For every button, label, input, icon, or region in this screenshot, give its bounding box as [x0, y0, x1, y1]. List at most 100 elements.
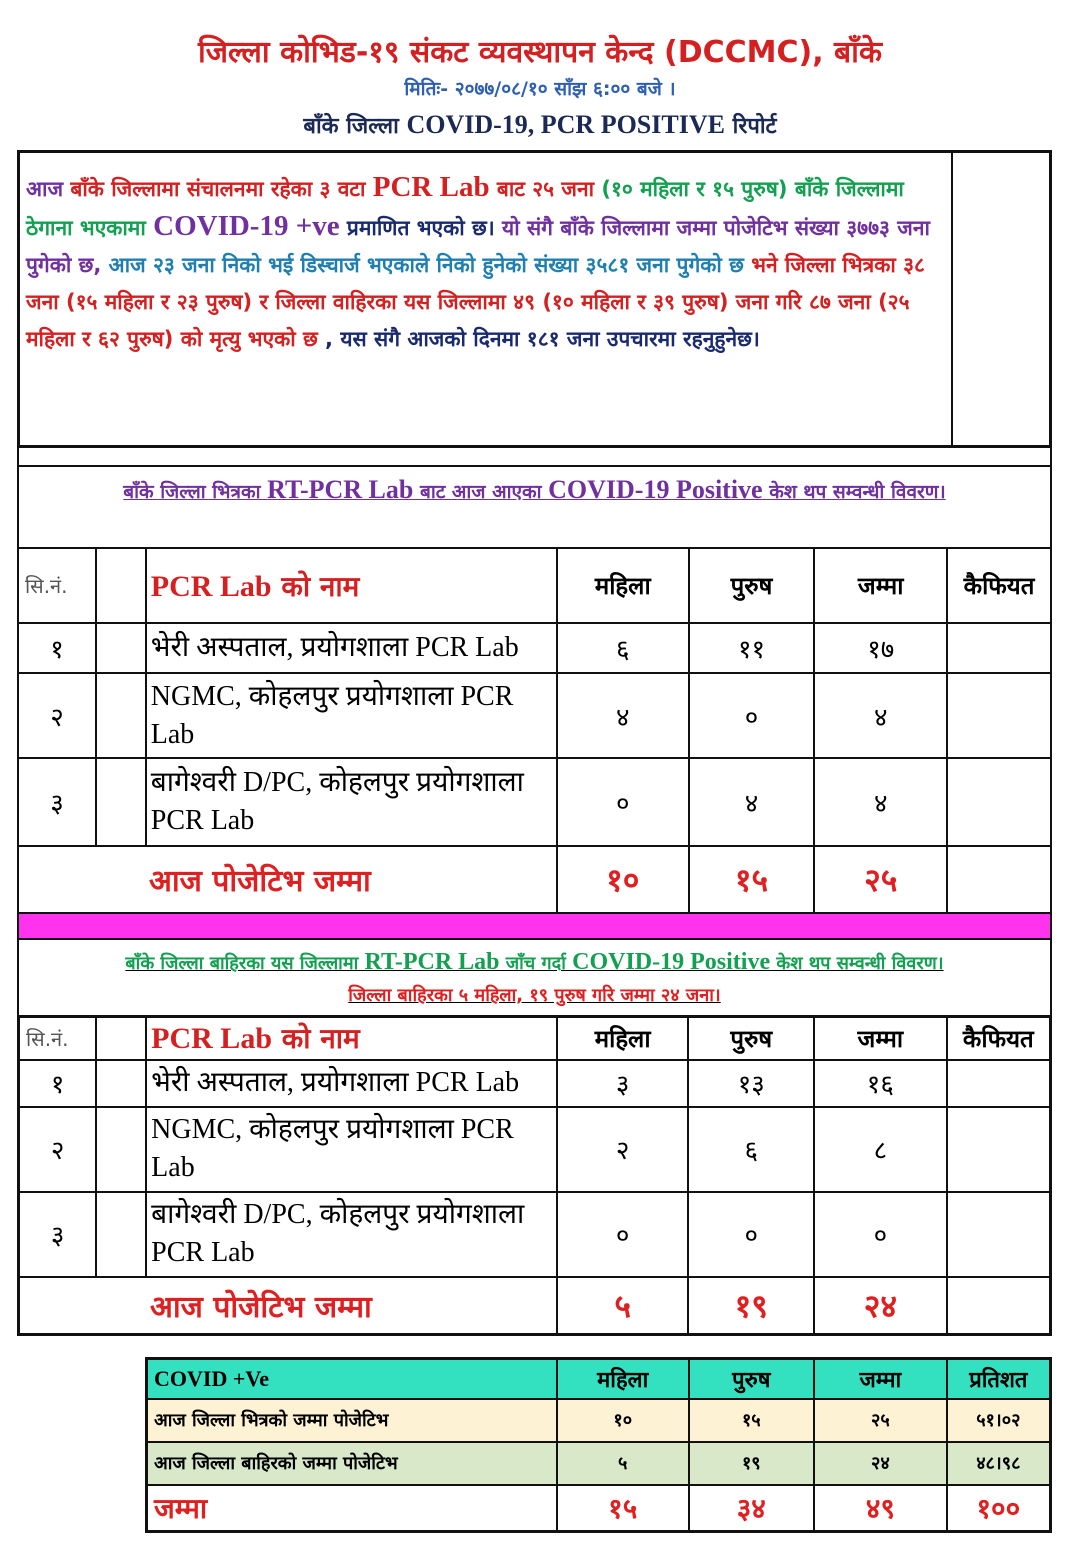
- paragraph-segment: यो संगै बाँके जिल्लामा जम्मा पोजेटिभ संख…: [26, 216, 930, 277]
- remarks-cell: [946, 622, 1052, 674]
- summary-cell: १९: [687, 1440, 816, 1486]
- spacer-row: [17, 448, 1052, 467]
- serial-number: ३: [17, 757, 97, 847]
- male-count: ०: [687, 1190, 816, 1278]
- summary-row: आज जिल्ला बाहिरको जम्मा पोजेटिभ ५ १९ २४ ४८।९…: [145, 1440, 1052, 1486]
- lab-name: बागेश्वरी D/PC, कोहलपुर प्रयोगशाला PCR L…: [145, 1190, 558, 1278]
- header-row: सि.नं. PCR Lab को नाम महिला पुरुष जम्मा …: [17, 547, 1052, 624]
- lab-name-pre: PCR Lab: [150, 569, 272, 603]
- paragraph-segment: आज २३ जना निको भई डिस्चार्ज भएकाले निको …: [108, 253, 752, 277]
- sec2-pre: बाँके जिल्ला बाहिरका यस जिल्लामा: [125, 953, 365, 974]
- total-female: ५: [555, 1275, 690, 1336]
- subtitle-post: रिपोर्ट: [724, 114, 777, 139]
- female-count: ०: [555, 757, 690, 847]
- lab-name-post: को नाम: [272, 1022, 360, 1056]
- female-count: ४: [555, 672, 690, 759]
- lab-name: NGMC, कोहलपुर प्रयोगशाला PCR Lab: [145, 1105, 558, 1193]
- col-blank: [94, 547, 147, 624]
- male-count: ४: [687, 757, 816, 847]
- col-male: पुरुष: [687, 547, 816, 624]
- remarks-cell: [946, 757, 1052, 847]
- col-sn: सि.नं.: [17, 1015, 98, 1061]
- total-count: ४: [813, 672, 949, 759]
- summary-header-cell: पुरुष: [687, 1357, 816, 1400]
- subtitle-main: COVID-19, PCR POSITIVE: [406, 110, 725, 139]
- table-row: ३ बागेश्वरी D/PC, कोहलपुर प्रयोगशाला PCR…: [17, 757, 1052, 847]
- remarks-cell: [945, 1190, 1052, 1278]
- paragraph-segment: आज: [26, 177, 71, 201]
- total-male: १५: [687, 845, 816, 914]
- col-male: पुरुष: [687, 1015, 816, 1061]
- summary-row: जम्मा १५ ३४ ४९ १००: [145, 1483, 1052, 1533]
- col-total: जम्मा: [813, 1015, 948, 1061]
- blank-cell: [95, 1190, 148, 1278]
- male-count: ११: [687, 622, 816, 674]
- sec2-mid: जाँच गर्दा: [499, 953, 573, 974]
- male-count: ६: [687, 1105, 816, 1193]
- sec2-line2: जिल्ला बाहिरका ५ महिला, १९ पुरुष गरि जम्…: [348, 985, 721, 1006]
- blank-cell: [94, 757, 147, 847]
- col-lab-name: PCR Lab को नाम: [145, 1015, 558, 1061]
- blank-cell: [94, 622, 147, 674]
- total-row: आज पोजेटिभ जम्मा १० १५ २५: [17, 845, 1052, 914]
- table-row: ३ बागेश्वरी D/PC, कोहलपुर प्रयोगशाला PCR…: [17, 1190, 1052, 1278]
- summary-cell: ३४: [687, 1483, 816, 1533]
- summary-box: आज बाँके जिल्लामा संचालनमा रहेका ३ वटा P…: [17, 150, 1052, 448]
- remarks-cell: [945, 1275, 1052, 1336]
- col-remarks: कैफियत: [945, 1015, 1052, 1061]
- summary-cell: आज जिल्ला भित्रको जम्मा पोजेटिभ: [145, 1397, 558, 1443]
- female-count: ६: [555, 622, 690, 674]
- female-count: ०: [555, 1190, 690, 1278]
- total-label: आज पोजेटिभ जम्मा: [17, 1275, 558, 1336]
- sec2-post: केश थप सम्वन्धी विवरण।: [770, 953, 944, 974]
- table-row: १ भेरी अस्पताल, प्रयोगशाला PCR Lab ३ १३ …: [17, 1058, 1052, 1108]
- summary-cell: २४: [813, 1440, 948, 1486]
- summary-cell: जम्मा: [145, 1483, 558, 1533]
- summary-cell: २५: [813, 1397, 948, 1443]
- total-count: १७: [813, 622, 949, 674]
- section2-title: बाँके जिल्ला बाहिरका यस जिल्लामा RT-PCR …: [17, 940, 1052, 1017]
- sec1-mid: बाट आज आएका: [413, 481, 549, 503]
- sec1-post: केश थप सम्वन्धी विवरण।: [762, 481, 946, 503]
- paragraph-segment: बाट २५ जना: [489, 177, 602, 201]
- remarks-cell: [946, 672, 1052, 759]
- blank-cell: [95, 1105, 148, 1193]
- summary-cell: ५: [555, 1440, 690, 1486]
- subtitle-pre: बाँके जिल्ला: [303, 114, 407, 139]
- total-count: ४: [813, 757, 949, 847]
- table-outside-district: सि.नं. PCR Lab को नाम महिला पुरुष जम्मा …: [17, 1015, 1052, 1336]
- total-total: २४: [813, 1275, 948, 1336]
- sec2-lab: RT-PCR Lab: [364, 949, 500, 975]
- table-row: १ भेरी अस्पताल, प्रयोगशाला PCR Lab ६ ११ …: [17, 622, 1052, 674]
- total-female: १०: [555, 845, 690, 914]
- table-row: २ NGMC, कोहलपुर प्रयोगशाला PCR Lab ४ ० ४: [17, 672, 1052, 759]
- summary-cell: १५: [687, 1397, 816, 1443]
- col-remarks: कैफियत: [946, 547, 1052, 624]
- report-date: मितिः- २०७७/०८/१० साँझ ६:०० बजे ।: [404, 78, 676, 100]
- total-count: ८: [813, 1105, 948, 1193]
- summary-header-cell: जम्मा: [813, 1357, 948, 1400]
- total-total: २५: [813, 845, 949, 914]
- serial-number: १: [17, 622, 97, 674]
- female-count: २: [555, 1105, 690, 1193]
- lab-name: बागेश्वरी D/PC, कोहलपुर प्रयोगशाला PCR L…: [144, 757, 558, 847]
- serial-number: १: [17, 1058, 98, 1108]
- col-female: महिला: [555, 547, 690, 624]
- summary-header-cell: प्रतिशत: [945, 1357, 1052, 1400]
- sec1-lab: RT-PCR Lab: [267, 475, 414, 504]
- blank-cell: [95, 1058, 148, 1108]
- col-sn: सि.नं.: [17, 547, 97, 624]
- sec2-line1: बाँके जिल्ला बाहिरका यस जिल्लामा RT-PCR …: [23, 946, 1046, 980]
- total-row: आज पोजेटिभ जम्मा ५ १९ २४: [17, 1275, 1052, 1336]
- paragraph-segment: , यस संगै आजको दिनमा १८१ जना उपचारमा रहन…: [325, 327, 760, 351]
- total-count: १६: [813, 1058, 948, 1108]
- total-count: ०: [813, 1190, 948, 1278]
- paragraph-segment: COVID-19 +ve: [153, 210, 340, 242]
- lab-name: NGMC, कोहलपुर प्रयोगशाला PCR Lab: [144, 672, 558, 759]
- total-label: आज पोजेटिभ जम्मा: [17, 845, 558, 914]
- summary-header-cell: COVID +Ve: [145, 1357, 558, 1400]
- summary-cell: ४९: [813, 1483, 948, 1533]
- remarks-cell: [946, 845, 1052, 914]
- summary-cell: १०: [555, 1397, 690, 1443]
- sec1-pre: बाँके जिल्ला भित्रका: [123, 481, 268, 503]
